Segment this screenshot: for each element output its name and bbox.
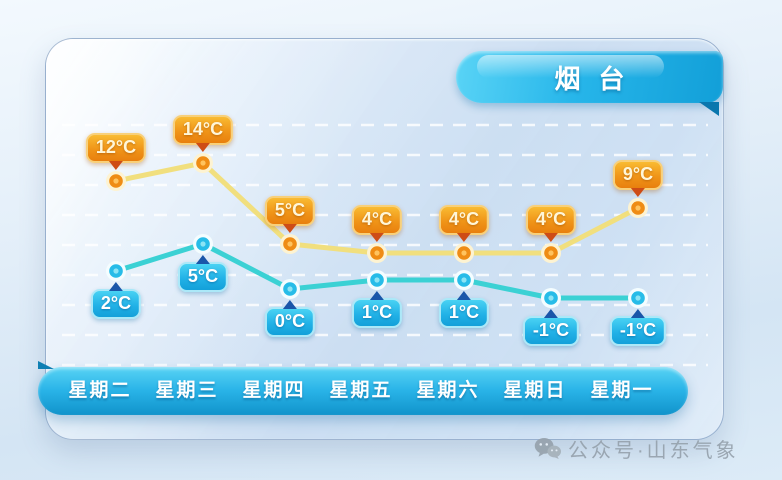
high-temp-point: [541, 243, 561, 263]
low-temp-point: [193, 234, 213, 254]
weekday-label: 星期五: [329, 380, 393, 401]
high-temp-point: [280, 234, 300, 254]
wechat-icon: [534, 438, 561, 459]
forecast-card: 12°C 14°C 5°C 4°C 4°C 4°C 9°C 2°C 5°C 0°C 1°C 1°C -1…: [38, 38, 724, 440]
low-temp-point: [541, 288, 561, 308]
watermark: 公众号·山东气象: [534, 434, 739, 463]
low-temp-point: [454, 270, 474, 290]
low-temp-point: [628, 288, 648, 308]
weekday-bar: 星期二 星期三 星期四 星期五 星期六 星期日 星期一: [38, 361, 688, 415]
high-temp-point: [106, 171, 126, 191]
low-temp-point: [280, 279, 300, 299]
low-temp-point: [367, 270, 387, 290]
high-temp-point: [367, 243, 387, 263]
weekday-label: 星期日: [503, 380, 567, 401]
high-temp-point: [628, 198, 648, 218]
weekday-label: 星期四: [242, 380, 306, 401]
weekday-label: 星期六: [416, 380, 480, 401]
gridlines: [62, 123, 708, 367]
weekday-label: 星期一: [590, 380, 654, 401]
weekday-label: 星期三: [155, 380, 219, 401]
city-name: 烟台: [554, 63, 643, 94]
high-temp-point: [193, 153, 213, 173]
city-ribbon: 烟台: [456, 51, 723, 116]
weekday-label: 星期二: [68, 380, 132, 401]
watermark-text: 公众号·山东气象: [568, 440, 739, 462]
high-temp-point: [454, 243, 474, 263]
low-temp-point: [106, 261, 126, 281]
